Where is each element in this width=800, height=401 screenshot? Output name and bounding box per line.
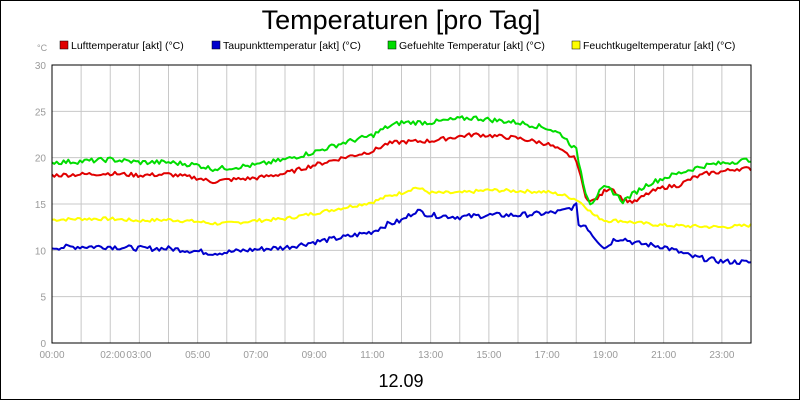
- legend-label-gefuehlte-temperatur: Gefuehlte Temperatur [akt] (°C): [399, 40, 545, 52]
- x-tick-label-2300: 23:00: [709, 350, 734, 361]
- y-ticks: 0 5 10 15 20 25 30: [35, 61, 47, 350]
- x-tick-label-0300: 03:00: [126, 350, 151, 361]
- y-axis-unit: °C: [37, 43, 48, 53]
- grid: [52, 64, 751, 344]
- y-tick-label-10: 10: [35, 246, 47, 257]
- y-tick-label-5: 5: [40, 293, 46, 304]
- series-line-taupunkttemperatur: [51, 202, 752, 265]
- y-tick-label-20: 20: [35, 154, 47, 165]
- series-line-gefuehlte-temperatur: [51, 115, 751, 206]
- x-tick-label-1500: 15:00: [476, 350, 501, 361]
- legend-label-feuchtkugeltemperatur: Feuchtkugeltemperatur [akt] (°C): [583, 40, 735, 52]
- x-tick-label-1700: 17:00: [535, 350, 560, 361]
- x-tick-label-1100: 11:00: [360, 350, 385, 361]
- legend-swatch-lufttemperatur: [59, 40, 69, 50]
- series-lines: [51, 115, 752, 265]
- legend-swatch-feuchtkugeltemperatur: [571, 40, 581, 50]
- x-ticks: 00:00 02:00 03:00 05:00 07:00 09:00 11:00 13:00…: [39, 350, 734, 361]
- y-tick-label-0: 0: [40, 339, 46, 350]
- chart-title: Temperaturen [pro Tag]: [262, 5, 541, 35]
- x-tick-label-0900: 09:00: [302, 350, 327, 361]
- y-tick-label-25: 25: [35, 107, 47, 118]
- y-tick-label-15: 15: [35, 200, 47, 211]
- x-tick-label-1900: 19:00: [593, 350, 618, 361]
- legend-swatch-gefuehlte-temperatur: [387, 40, 397, 50]
- x-tick-label-0000: 00:00: [39, 350, 64, 361]
- x-tick-label-0500: 05:00: [185, 350, 210, 361]
- legend-swatch-taupunkttemperatur: [211, 40, 221, 50]
- plot-area-border: [51, 64, 752, 344]
- series-line-lufttemperatur: [51, 132, 752, 204]
- x-tick-label-2100: 21:00: [651, 350, 676, 361]
- legend-label-lufttemperatur: Lufttemperatur [akt] (°C): [71, 40, 184, 52]
- x-tick-label-1300: 13:00: [418, 350, 443, 361]
- y-tick-label-30: 30: [35, 61, 47, 72]
- legend: Lufttemperatur [akt] (°C) Taupunkttemper…: [59, 40, 735, 52]
- series-line-feuchtkugeltemperatur: [51, 186, 752, 230]
- legend-label-taupunkttemperatur: Taupunkttemperatur [akt] (°C): [223, 40, 361, 52]
- x-axis-date-label: 12.09: [378, 371, 423, 391]
- x-tick-label-0200: 02:00: [100, 350, 125, 361]
- x-tick-label-0700: 07:00: [243, 350, 268, 361]
